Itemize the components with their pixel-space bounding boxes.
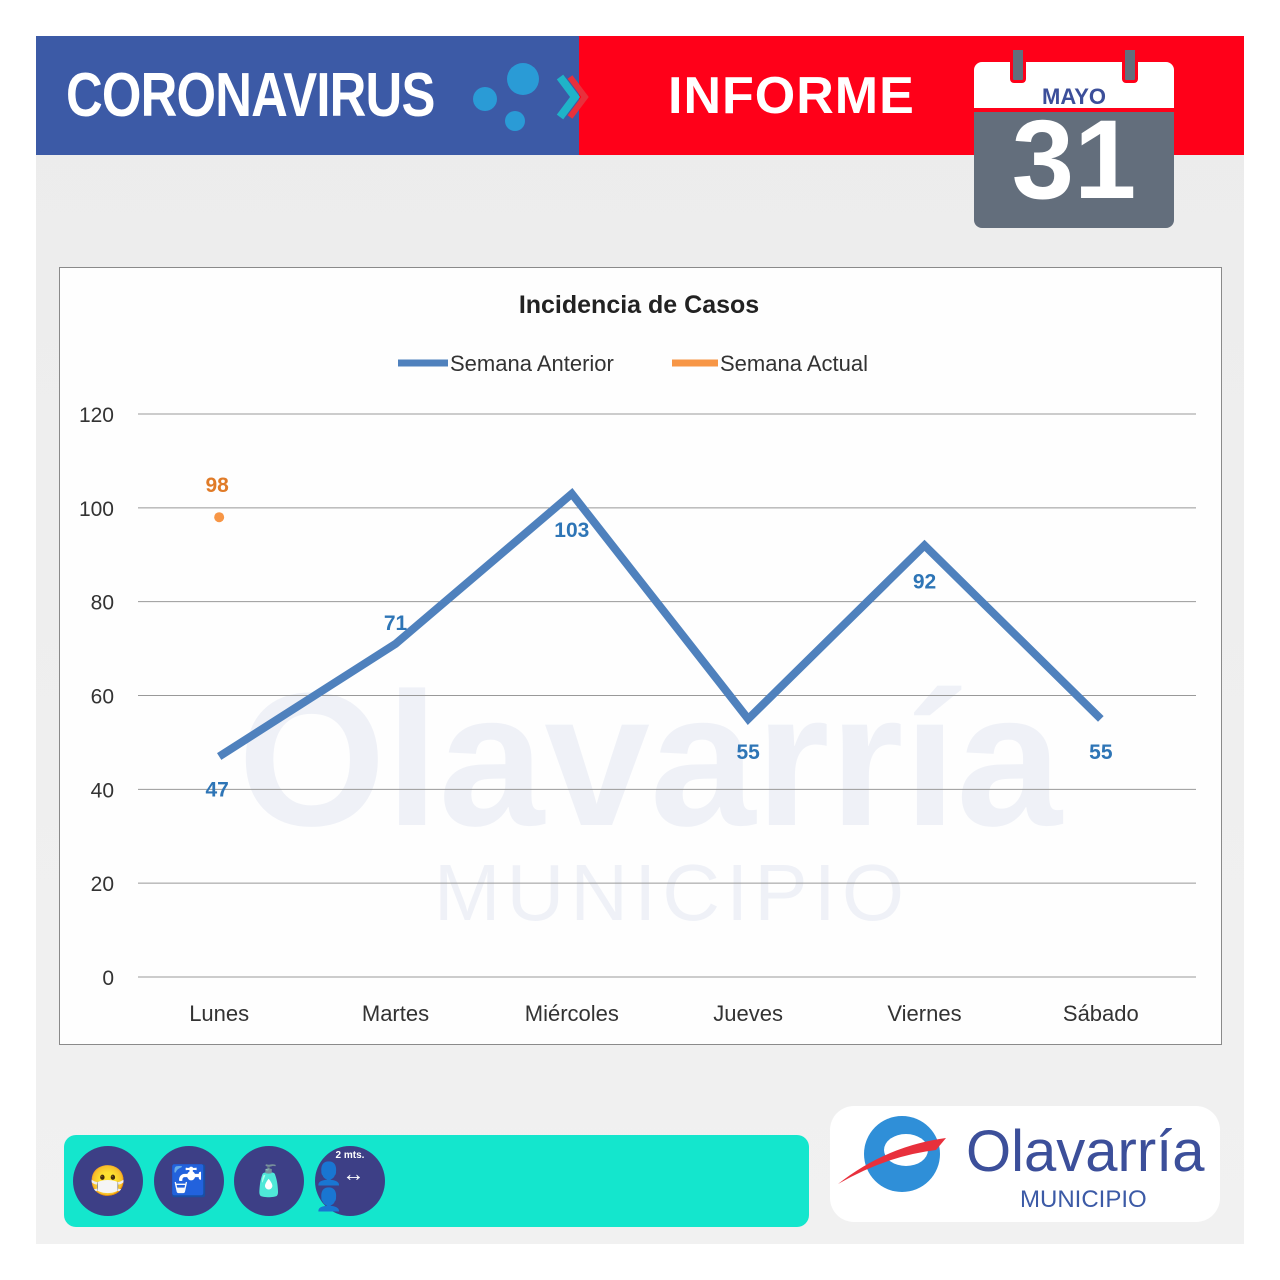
x-tick-label: Jueves (713, 1001, 783, 1026)
y-tick-label: 100 (79, 498, 114, 521)
data-label-actual: 98 (205, 474, 229, 497)
point-semana-actual (214, 512, 225, 523)
chart-area (59, 267, 1222, 1045)
y-tick-label: 60 (91, 686, 114, 709)
watermark-text: Olavarría (238, 654, 1063, 866)
logo-name: Olavarría (966, 1119, 1205, 1184)
data-label-anterior: 92 (913, 570, 936, 593)
calendar-top (974, 62, 1174, 112)
calendar-ring (1122, 50, 1138, 83)
data-label-anterior: 55 (1089, 741, 1113, 764)
x-tick-label: Sábado (1063, 1001, 1139, 1026)
series-line-semana-anterior (217, 488, 1104, 760)
olavarria-logo-icon (838, 1116, 946, 1192)
calendar-day: 31 (1011, 97, 1137, 222)
hand-washing-icon: 🚰 (154, 1146, 224, 1216)
calendar-icon: MAYO 31 (974, 50, 1174, 228)
y-tick-label: 40 (91, 779, 114, 802)
x-tick-label: Viernes (887, 1001, 961, 1026)
legend: Semana Anterior Semana Actual (398, 351, 868, 376)
x-tick-label: Lunes (189, 1001, 249, 1026)
y-tick-label: 20 (91, 873, 114, 896)
x-tick-label: Miércoles (525, 1001, 619, 1026)
watermark-sub: MUNICIPIO (434, 848, 910, 937)
chart-title: Incidencia de Casos (519, 291, 759, 319)
calendar-body (974, 112, 1174, 228)
logo-sub: MUNICIPIO (1020, 1186, 1147, 1213)
distance-label: 2 mts. (335, 1149, 365, 1161)
social-distance-icon: 2 mts. 👤↔👤 (315, 1146, 385, 1216)
header-subtitle: INFORME (668, 67, 915, 125)
legend-label-curr: Semana Actual (720, 351, 868, 376)
calendar-month: MAYO (1042, 84, 1106, 109)
x-tick-label: Martes (362, 1001, 429, 1026)
legend-label-prev: Semana Anterior (450, 351, 614, 376)
data-label-anterior: 103 (554, 519, 589, 542)
y-tick-label: 80 (91, 592, 114, 615)
calendar-ring (1010, 50, 1026, 83)
data-label-anterior: 55 (736, 741, 760, 764)
y-tick-label: 120 (79, 404, 114, 427)
sanitizer-spray-icon: 🧴 (234, 1146, 304, 1216)
virus-icon (473, 63, 589, 131)
header-title: CORONAVIRUS (66, 61, 435, 130)
y-tick-label: 0 (102, 967, 114, 990)
data-label-anterior: 47 (205, 778, 228, 801)
data-label-anterior: 71 (384, 612, 408, 635)
people-icon: 👤↔👤 (315, 1160, 365, 1212)
mask-icon: 😷 (73, 1146, 143, 1216)
